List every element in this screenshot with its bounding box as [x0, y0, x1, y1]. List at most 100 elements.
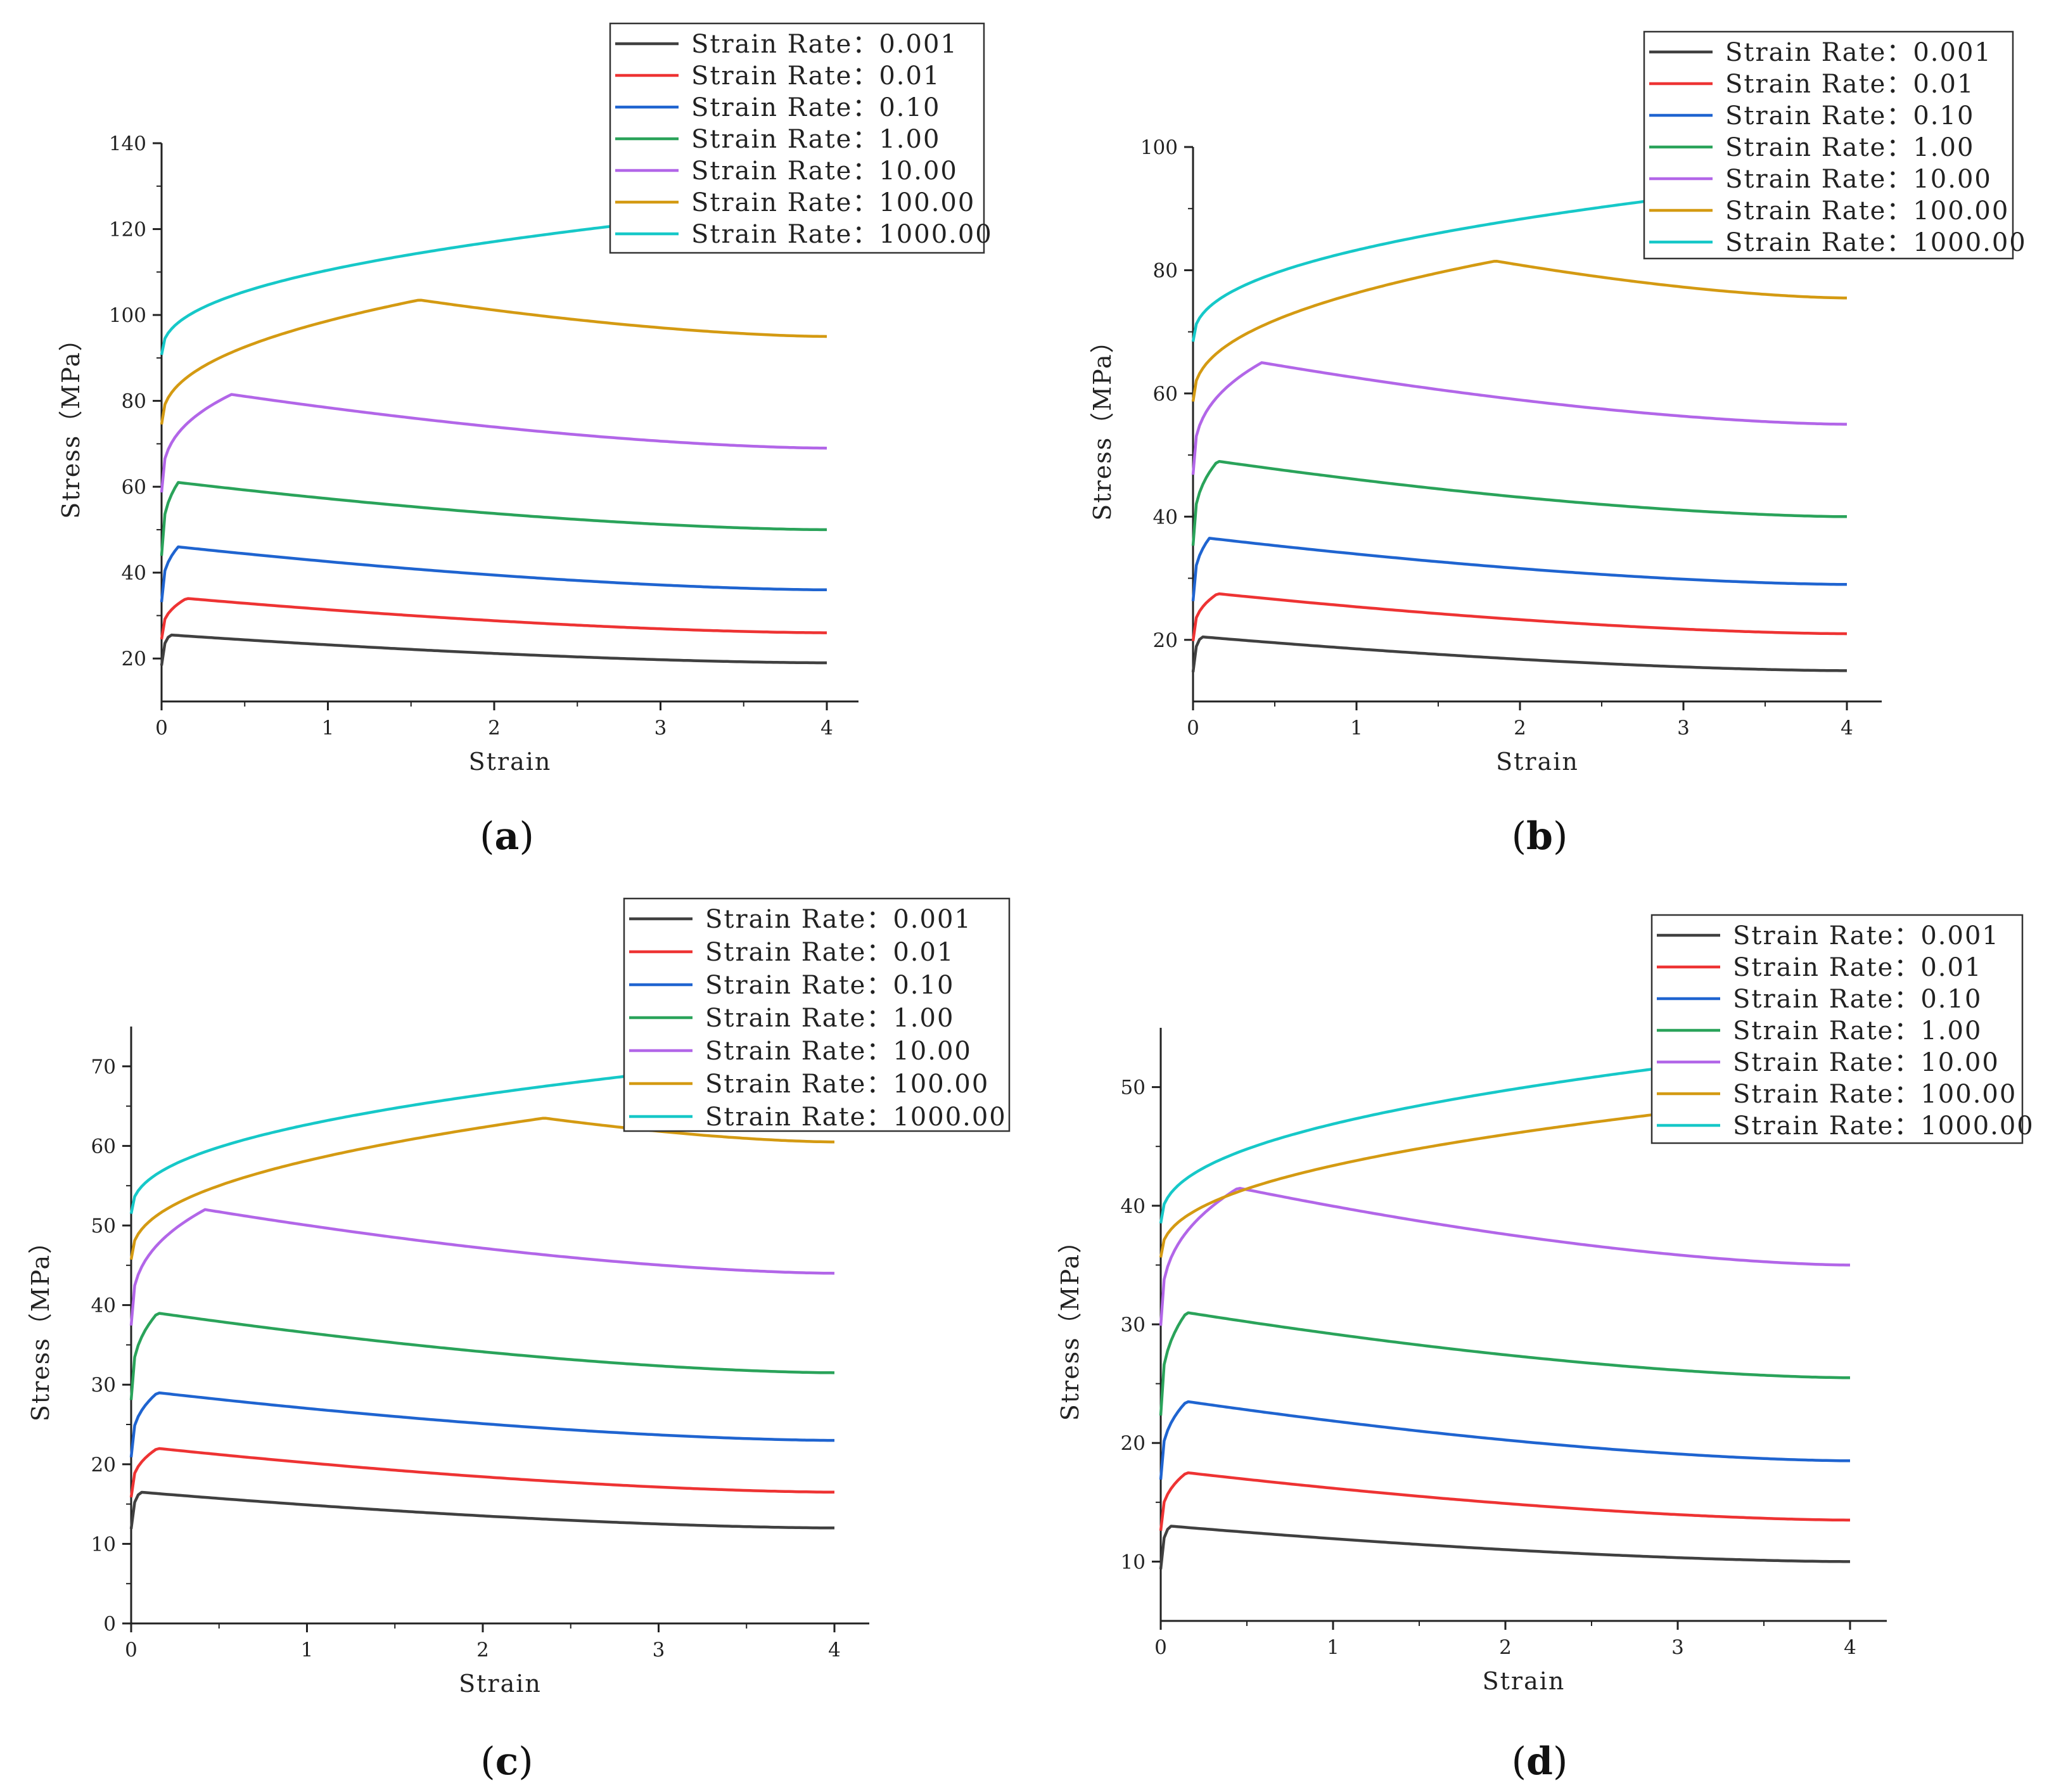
y-tick-label: 100 — [109, 304, 146, 327]
legend-label: Strain Rate：0.10 — [705, 971, 954, 1000]
series-line-3 — [129, 1391, 834, 1457]
y-axis-title: Stress（MPa） — [27, 1229, 54, 1421]
legend-label: Strain Rate：1000.00 — [691, 220, 993, 249]
y-tick-label: 70 — [91, 1056, 116, 1078]
y-tick-label: 0 — [103, 1613, 116, 1635]
y-tick-label: 10 — [1121, 1551, 1146, 1573]
y-tick-label: 80 — [122, 390, 146, 413]
y-tick-label: 20 — [91, 1454, 116, 1476]
x-tick-label: 4 — [828, 1639, 841, 1661]
legend-label: Strain Rate：0.10 — [1733, 985, 1982, 1014]
series-line-1 — [129, 1490, 834, 1530]
legend-label: Strain Rate：10.00 — [1733, 1048, 2000, 1077]
legend-label: Strain Rate：0.001 — [1733, 921, 2000, 950]
x-tick-label: 4 — [1844, 1636, 1856, 1659]
x-tick-label: 0 — [125, 1639, 137, 1661]
y-axis-title: Stress（MPa） — [1088, 328, 1116, 520]
y-tick-label: 50 — [91, 1215, 116, 1238]
x-tick-label: 1 — [322, 717, 335, 739]
series-line-5 — [129, 1208, 835, 1326]
x-tick-label: 4 — [1841, 717, 1853, 739]
series-line-6 — [160, 298, 827, 425]
y-tick-label: 20 — [122, 648, 146, 670]
legend-label: Strain Rate：1.00 — [705, 1004, 954, 1033]
x-tick-label: 4 — [820, 717, 833, 739]
series-line-3 — [1191, 537, 1847, 601]
legend-label: Strain Rate：10.00 — [691, 157, 958, 186]
y-tick-label: 40 — [122, 562, 146, 585]
y-axis-title: Stress（MPa） — [1056, 1228, 1084, 1421]
legend-label: Strain Rate：1000.00 — [1733, 1111, 2034, 1141]
series-line-4 — [1159, 1311, 1850, 1416]
series-line-4 — [1191, 459, 1847, 546]
x-tick-label: 1 — [1327, 1636, 1339, 1659]
series-line-4 — [160, 481, 827, 556]
legend-label: Strain Rate：0.01 — [705, 938, 954, 967]
chart-panel-a: 0 1 2 3 4 20 40 60 80 100 120 140 Strain Stress（MPa） S… — [57, 22, 993, 776]
y-tick-label: 20 — [1153, 629, 1178, 652]
legend-label: Strain Rate：1.00 — [691, 125, 940, 154]
series-line-6 — [1191, 260, 1847, 402]
x-tick-label: 1 — [301, 1639, 314, 1661]
x-tick-label: 1 — [1350, 717, 1363, 739]
legend-label: Strain Rate：0.10 — [1725, 101, 1974, 131]
y-tick-label: 40 — [1121, 1195, 1146, 1218]
y-tick-label: 120 — [109, 219, 146, 241]
legend-box — [1643, 30, 2014, 260]
x-tick-label: 3 — [654, 717, 667, 739]
legend-label: Strain Rate：100.00 — [691, 188, 975, 217]
series-line-1 — [160, 633, 827, 666]
chart-panel-d: 0 1 2 3 4 10 20 30 40 50 Strain Stress（MPa） Strain R… — [1056, 914, 2034, 1695]
y-tick-label: 10 — [91, 1533, 116, 1556]
series-line-5 — [1191, 361, 1847, 475]
x-tick-label: 0 — [1187, 717, 1199, 739]
series-line-2 — [1191, 592, 1848, 642]
legend-label: Strain Rate：1000.00 — [705, 1103, 1007, 1132]
series-line-3 — [160, 545, 827, 603]
y-tick-label: 40 — [1153, 506, 1178, 528]
legend-label: Strain Rate：0.01 — [1725, 70, 1974, 99]
y-tick-label: 30 — [91, 1374, 116, 1397]
legend-label: Strain Rate：1.00 — [1733, 1016, 1982, 1046]
legend-label: Strain Rate：10.00 — [1725, 165, 1992, 194]
x-tick-label: 0 — [155, 717, 168, 739]
legend-label: Strain Rate：0.01 — [691, 61, 940, 91]
legend-label: Strain Rate：1000.00 — [1725, 228, 2027, 257]
legend-label: Strain Rate：0.001 — [705, 905, 972, 934]
y-axis-title: Stress（MPa） — [57, 326, 85, 518]
y-tick-label: 80 — [1153, 259, 1178, 282]
x-axis-title: Strain — [1496, 748, 1579, 776]
legend-label: Strain Rate：0.10 — [691, 93, 940, 122]
y-tick-label: 20 — [1121, 1432, 1146, 1455]
chart-panel-c: 0 1 2 3 4010203040506070StrainStress（MPa）Str… — [27, 897, 1011, 1698]
x-tick-label: 3 — [1677, 717, 1690, 739]
legend-label: Strain Rate：100.00 — [705, 1070, 989, 1099]
series-line-3 — [1159, 1400, 1850, 1480]
series-line-4 — [129, 1312, 835, 1400]
y-tick-label: 100 — [1140, 136, 1178, 159]
legend-label: Strain Rate：10.00 — [705, 1037, 972, 1066]
legend-label: Strain Rate：0.001 — [1725, 38, 1992, 67]
series-line-1 — [1191, 635, 1847, 672]
x-tick-label: 2 — [476, 1639, 489, 1661]
series-line-2 — [1159, 1471, 1850, 1531]
series-line-6 — [129, 1117, 834, 1260]
x-tick-label: 3 — [1671, 1636, 1684, 1659]
y-tick-label: 30 — [1121, 1314, 1146, 1336]
legend-label: Strain Rate：100.00 — [1725, 196, 2009, 226]
chart-panel-b: 0 1 2 3 4 20 40 60 80 100 Strain Stress（MPa） Strain … — [1088, 30, 2027, 776]
x-axis-title: Strain — [459, 1670, 542, 1698]
x-tick-label: 3 — [653, 1639, 665, 1661]
panel-label-b: (b) — [1512, 814, 1568, 859]
series-line-5 — [1159, 1187, 1850, 1326]
y-tick-label: 60 — [1153, 383, 1178, 406]
x-tick-label: 2 — [1514, 717, 1526, 739]
legend-label: Strain Rate：100.00 — [1733, 1080, 2017, 1109]
legend-box — [623, 897, 1011, 1132]
panel-label-c: (c) — [480, 1739, 533, 1784]
y-tick-label: 60 — [91, 1135, 116, 1158]
x-axis-title: Strain — [1483, 1667, 1566, 1695]
